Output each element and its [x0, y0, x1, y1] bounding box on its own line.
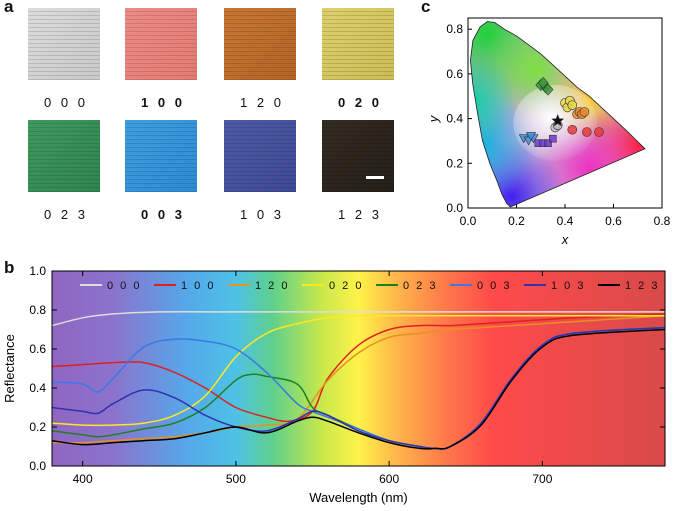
- spectra-x-tick-label: 600: [379, 472, 399, 486]
- spectra-x-tick-label: 500: [226, 472, 246, 486]
- stripe-texture: [125, 120, 197, 192]
- spectra-lines: [51, 311, 666, 450]
- cie-point-circle: [582, 127, 592, 137]
- cie-data-points: [518, 76, 604, 147]
- spectrum-line: [51, 315, 666, 444]
- color-swatch: [125, 8, 197, 80]
- color-swatch: [224, 120, 296, 192]
- stripe-texture: [224, 8, 296, 80]
- spectra-y-tick-label: 0.4: [29, 381, 46, 395]
- cie-point-diamond: [542, 83, 554, 96]
- cie-point-triangle-down: [526, 132, 537, 142]
- cie-y-tick-label: 0.8: [446, 22, 463, 36]
- chart-legend: 0 0 0 1 0 0 1 2 0 0 2 0 0 2 3 0 0 3 1 0 3 1 2 3: [80, 280, 659, 292]
- stripe-texture: [322, 8, 394, 80]
- cie-x-tick-label: 0.8: [654, 214, 671, 228]
- spectrum-line: [51, 328, 666, 450]
- spectrum-line: [51, 326, 666, 450]
- panel-label-c: c: [421, 0, 431, 16]
- cie-y-tick-label: 0.6: [446, 67, 463, 81]
- cie-point-square: [549, 134, 557, 143]
- stripe-texture: [28, 8, 100, 80]
- legend-label: 1 2 3: [625, 280, 659, 292]
- legend-label: 0 2 0: [329, 280, 363, 292]
- stripe-texture: [28, 120, 100, 192]
- spectrum-line: [51, 311, 665, 327]
- spectra-y-axis-label: Reflectance: [2, 334, 17, 403]
- cie-point-circle: [579, 107, 590, 117]
- swatch-label: 0 0 3: [141, 207, 185, 222]
- cie-x-tick-label: 0.0: [460, 214, 477, 228]
- cie-point-circle: [594, 127, 604, 137]
- color-swatch: [28, 8, 100, 80]
- cie-point-star: [551, 113, 565, 127]
- spectrum-background: [52, 271, 665, 466]
- color-swatch: [224, 8, 296, 80]
- spectra-y-tick-label: 0.2: [29, 420, 46, 434]
- legend-label: 0 0 3: [477, 280, 511, 292]
- color-swatch: [322, 8, 394, 80]
- cie-y-tick-label: 0.4: [446, 112, 463, 126]
- panel-label-b: b: [4, 258, 15, 277]
- legend-label: 1 2 0: [255, 280, 289, 292]
- swatch-label: 1 2 0: [240, 95, 284, 110]
- stripe-texture: [125, 8, 197, 80]
- cie-y-tick-label: 0.0: [446, 201, 463, 215]
- swatch-label: 1 0 0: [141, 95, 185, 110]
- swatch-label: 0 0 0: [44, 95, 88, 110]
- panel-label-a: a: [4, 0, 14, 16]
- spectra-plot-frame: [51, 270, 666, 467]
- cie-x-tick-label: 0.4: [557, 214, 574, 228]
- cie-point-circle: [567, 124, 578, 135]
- stripe-texture: [224, 120, 296, 192]
- spectrum-line: [51, 313, 666, 423]
- cie-y-axis-label: y: [426, 114, 441, 123]
- cie-point-circle: [567, 100, 578, 110]
- reflectance-chart: 0 0 0 1 0 0 1 2 0 0 2 0 0 2 3 0 0 3 1 0 3 1 2 3…: [2, 264, 666, 505]
- cie-y-tick-label: 0.2: [446, 156, 463, 170]
- cie-point-diamond: [537, 76, 549, 89]
- legend-label: 0 2 3: [403, 280, 437, 292]
- swatch-label: 1 0 3: [240, 207, 284, 222]
- cie-x-tick-label: 0.2: [508, 214, 525, 228]
- spectra-y-tick-label: 0.8: [29, 303, 46, 317]
- swatch-label: 1 2 3: [338, 207, 382, 222]
- stripe-texture: [322, 120, 394, 192]
- spectra-y-tick-label: 0.6: [29, 342, 46, 356]
- spectra-y-tick-label: 1.0: [29, 264, 46, 278]
- color-swatch: [125, 120, 197, 192]
- legend-label: 1 0 3: [551, 280, 585, 292]
- spectra-axis-ticks: 400 500 600 700 0.0 0.2 0.4 0.6 0.8 1.0: [29, 264, 665, 486]
- color-swatch: [322, 120, 394, 192]
- cie-chromaticity-chart: 0.0 0.2 0.4 0.6 0.8 0.0 0.2 0.4 0.6 0.8 x y: [426, 17, 671, 247]
- cie-x-axis-label: x: [561, 232, 569, 247]
- legend-label: 0 0 0: [107, 280, 141, 292]
- spectrum-line: [51, 314, 665, 427]
- cie-point-square: [544, 139, 552, 147]
- spectra-x-tick-label: 700: [532, 472, 552, 486]
- cie-x-tick-label: 0.6: [605, 214, 622, 228]
- scale-bar: [366, 176, 384, 179]
- cie-axis-ticks: 0.0 0.2 0.4 0.6 0.8 0.0 0.2 0.4 0.6 0.8: [446, 22, 670, 228]
- swatch-label: 0 2 3: [44, 207, 88, 222]
- legend-label: 1 0 0: [181, 280, 215, 292]
- spectra-y-tick-label: 0.0: [29, 459, 46, 473]
- spectra-x-axis-label: Wavelength (nm): [309, 490, 408, 505]
- color-swatch: [28, 120, 100, 192]
- swatch-label: 0 2 0: [338, 95, 382, 110]
- spectra-x-tick-label: 400: [73, 472, 93, 486]
